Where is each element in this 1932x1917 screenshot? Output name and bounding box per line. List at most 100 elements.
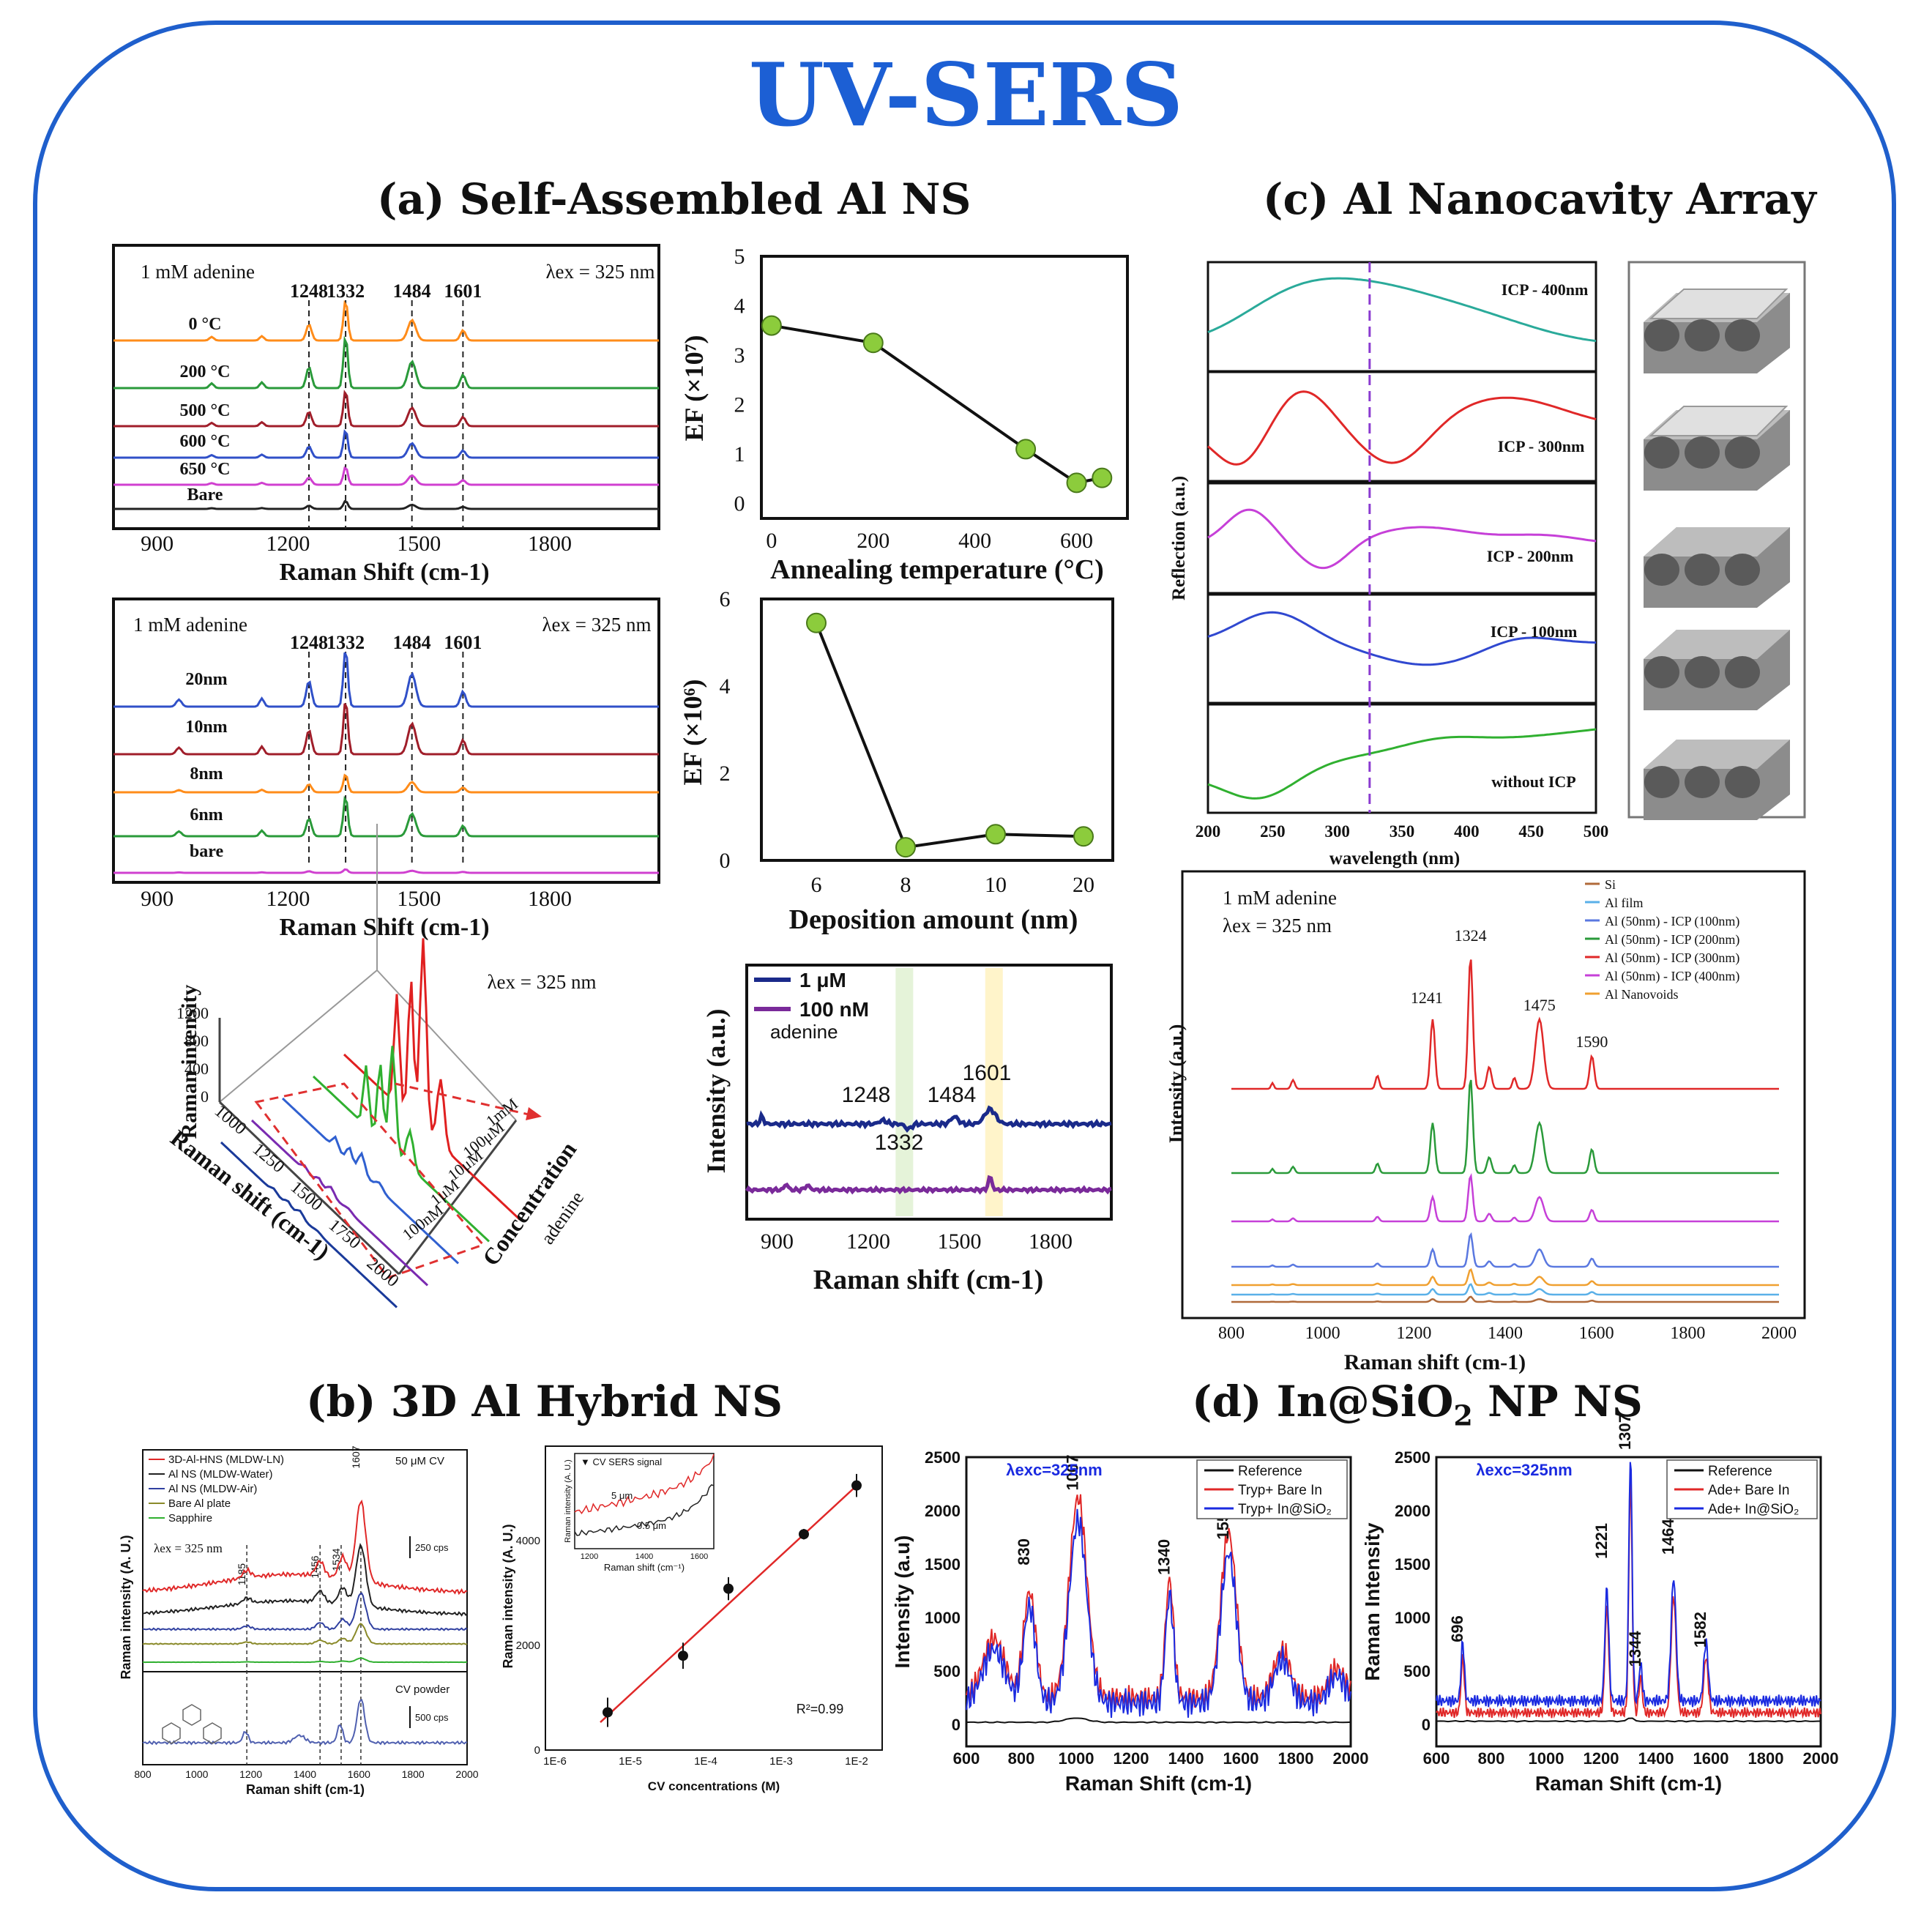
a6-peak-label: 1332 bbox=[875, 1131, 924, 1155]
d1-peak-label: 830 bbox=[1015, 1538, 1033, 1566]
b1-xtick: 1200 bbox=[239, 1768, 262, 1780]
a4-xlabel: Deposition amount (nm) bbox=[789, 904, 1078, 935]
a1-series-label: 200 °C bbox=[180, 362, 231, 381]
b2-inset-xtick: 1600 bbox=[690, 1552, 708, 1561]
c1-series-line bbox=[1207, 508, 1597, 570]
c1-series-line bbox=[1207, 390, 1597, 466]
c1-series-label: ICP - 100nm bbox=[1491, 622, 1578, 641]
a6-xtick: 900 bbox=[761, 1229, 794, 1254]
a2-ytick: 5 bbox=[734, 245, 745, 269]
c2-annotation: 1 mM adenine bbox=[1223, 887, 1337, 909]
main-title: UV-SERS bbox=[748, 44, 1184, 146]
c1-cavity bbox=[1685, 436, 1720, 469]
c1-nanocavity-illustration bbox=[1644, 630, 1790, 710]
c1-nanocavity-illustration bbox=[1644, 527, 1790, 608]
d2-peak-label: 1221 bbox=[1592, 1523, 1611, 1559]
c1-cavity bbox=[1685, 656, 1720, 688]
b1-series-line bbox=[142, 1499, 468, 1596]
section-title-c: (c) Al Nanocavity Array bbox=[1263, 174, 1816, 224]
a2-ytick: 3 bbox=[734, 343, 745, 368]
b2-frame bbox=[545, 1445, 883, 1751]
b2-xtick: 1E-6 bbox=[543, 1755, 567, 1768]
b1-legend-label: Al NS (MLDW-Water) bbox=[168, 1468, 273, 1481]
b2-data-point bbox=[723, 1583, 734, 1594]
d2-legend-label: Ade+ In@SiO₂ bbox=[1708, 1502, 1799, 1517]
a1-series-line bbox=[113, 499, 659, 510]
b1-peak-label: 1534 bbox=[330, 1548, 342, 1571]
d1-xtick: 2000 bbox=[1333, 1749, 1369, 1768]
c1-cap-layer bbox=[1649, 406, 1789, 436]
c1-cavity bbox=[1644, 656, 1679, 688]
a3-peak-label: 1332 bbox=[327, 632, 365, 653]
a3-frame bbox=[112, 598, 660, 884]
b2-xlabel: CV concentrations (M) bbox=[648, 1779, 780, 1793]
c2-peak-label: 1324 bbox=[1455, 926, 1487, 945]
d2-xtick: 1000 bbox=[1529, 1749, 1564, 1768]
a5-series-line bbox=[312, 1046, 491, 1243]
a3-series-label: 10nm bbox=[185, 718, 227, 737]
b2-data-point bbox=[677, 1650, 688, 1661]
a4-data-point bbox=[895, 837, 916, 858]
c2-xtick: 1000 bbox=[1305, 1324, 1340, 1343]
b1-xtick: 1600 bbox=[348, 1768, 370, 1780]
a6-peak-label: 1601 bbox=[963, 1061, 1012, 1085]
a2-ylabel: EF (×10⁷) bbox=[679, 335, 709, 442]
b1-frame bbox=[142, 1449, 468, 1765]
b2-inset-ylabel: Raman intensity (A. U.) bbox=[564, 1459, 572, 1543]
a3-xlabel: Raman Shift (cm-1) bbox=[279, 914, 489, 941]
a3-series-label: 20nm bbox=[185, 670, 227, 689]
c2-series-line bbox=[1231, 1079, 1779, 1175]
a1-series-label: 500 °C bbox=[180, 401, 231, 420]
b1-scale-label: 250 cps bbox=[415, 1542, 449, 1553]
a3-series-line bbox=[113, 652, 659, 708]
c1-block-top bbox=[1644, 527, 1790, 557]
c2-legend-label: Al (50nm) - ICP (200nm) bbox=[1605, 932, 1739, 948]
d1-series-line bbox=[966, 1508, 1351, 1719]
a6-legend-label: 1 μM bbox=[799, 969, 846, 991]
b1-legend-label: 3D-Al-HNS (MLDW-LN) bbox=[168, 1453, 284, 1466]
a5-series-line bbox=[250, 1119, 429, 1287]
d2-xtick: 1400 bbox=[1638, 1749, 1674, 1768]
b2-inset-line bbox=[574, 1484, 715, 1536]
b1-legend-label: Sapphire bbox=[168, 1512, 212, 1525]
b1-xtick: 2000 bbox=[455, 1768, 478, 1780]
d1-xtick: 600 bbox=[953, 1749, 980, 1768]
d1-xlabel: Raman Shift (cm-1) bbox=[1065, 1772, 1252, 1795]
a5-xtick: 1000 bbox=[211, 1101, 250, 1139]
d2-xtick: 2000 bbox=[1803, 1749, 1839, 1768]
c1-cavity bbox=[1725, 554, 1760, 586]
b2-fit-line bbox=[600, 1482, 861, 1723]
b1-series-line bbox=[142, 1623, 468, 1645]
d2-ytick: 2000 bbox=[1395, 1502, 1431, 1520]
c1-series-label: ICP - 200nm bbox=[1487, 547, 1574, 565]
b2-data-point bbox=[851, 1480, 862, 1491]
d1-ytick: 2500 bbox=[925, 1448, 961, 1467]
a1-xtick: 1500 bbox=[397, 532, 441, 556]
a5-ytick: 800 bbox=[184, 1032, 209, 1050]
section-title-d-subscript: 2 bbox=[1453, 1399, 1473, 1432]
c1-nanocavity-illustration bbox=[1644, 740, 1790, 820]
c1-cavity bbox=[1725, 766, 1760, 798]
c1-cavity bbox=[1725, 319, 1760, 351]
a3-xtick: 1800 bbox=[528, 887, 572, 911]
c2-legend-label: Al film bbox=[1605, 896, 1644, 910]
a3-series-label: 6nm bbox=[190, 805, 223, 825]
b1-series-line bbox=[142, 1657, 468, 1664]
b1-annotation: λex = 325 nm bbox=[154, 1541, 223, 1555]
c1-cavity bbox=[1685, 554, 1720, 586]
a2-series-line bbox=[771, 324, 1103, 485]
a4-ytick: 6 bbox=[720, 587, 731, 611]
c2-xtick: 1400 bbox=[1488, 1324, 1523, 1343]
a6-ylabel: Intensity (a.u.) bbox=[701, 1008, 731, 1173]
a1-series-label: 650 °C bbox=[180, 460, 231, 479]
b1-bottom-label: CV powder bbox=[395, 1683, 450, 1696]
a5-xtick: 1250 bbox=[249, 1139, 288, 1177]
a3-annotation-right: λex = 325 nm bbox=[542, 614, 651, 636]
d1-ylabel: Intensity (a.u) bbox=[891, 1535, 914, 1668]
d2-ylabel: Raman Intensity bbox=[1361, 1522, 1384, 1681]
c1-panel-frame bbox=[1206, 701, 1597, 814]
a3-peak-label: 1248 bbox=[290, 632, 328, 653]
a3-xtick: 900 bbox=[141, 887, 174, 911]
b2-xtick: 1E-4 bbox=[694, 1755, 717, 1768]
b2-inset-label: 5 μm bbox=[611, 1490, 633, 1501]
